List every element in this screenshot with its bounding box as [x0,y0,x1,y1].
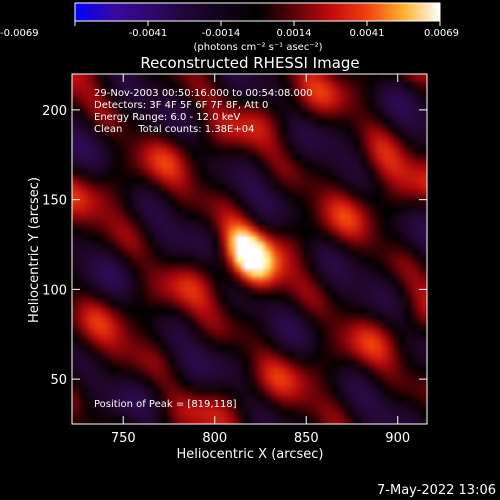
annotation-line: Detectors: 3F 4F 5F 6F 7F 8F, Att 0 [94,100,268,111]
colorbar-unit-label: (photons cm⁻² s⁻¹ asec⁻²) [193,42,322,53]
peak-position-label: Position of Peak = [819,118] [94,399,237,410]
colorbar-tick-label: 0.0014 [277,28,312,39]
y-tick-label: 100 [42,283,67,298]
x-tick-label: 800 [202,431,227,446]
annotation-line: Energy Range: 6.0 - 12.0 keV [94,112,240,123]
colorbar-tick-label: -0.0041 [129,28,168,39]
y-tick-label: 200 [42,104,67,119]
x-tick-label: 750 [111,431,136,446]
colorbar-strip [74,2,441,22]
y-tick-label: 50 [50,373,67,388]
image-plot [72,74,427,424]
x-axis-title: Heliocentric X (arcsec) [177,447,324,462]
colorbar-tick-label: -0.0014 [202,28,241,39]
plot-frame [71,73,428,425]
timestamp: 7-May-2022 13:06 [377,483,496,498]
y-tick-label: 150 [42,194,67,209]
x-tick-label: 900 [385,431,410,446]
axis-ticks: 750 800 850 900 50 100 150 200 [42,74,427,446]
x-tick-label: 850 [294,431,319,446]
colorbar: -0.0069 -0.0041 -0.0014 0.0014 0.0041 0.0069 … [0,2,459,53]
annotation-line: 29-Nov-2003 00:50:16.000 to 00:54:08.000 [94,88,313,99]
colorbar-tick-label: 0.0069 [424,28,459,39]
chart-title: Reconstructed RHESSI Image [140,54,359,72]
y-axis-title: Heliocentric Y (arcsec) [27,177,42,323]
colorbar-ticks: -0.0069 -0.0041 -0.0014 0.0014 0.0041 0.0069 [0,21,459,39]
colorbar-tick-label: -0.0069 [0,28,39,39]
annotation-line: Clean Total counts: 1.38E+04 [94,124,254,135]
annotation-block: 29-Nov-2003 00:50:16.000 to 00:54:08.000… [94,88,313,135]
colorbar-tick-label: 0.0041 [350,28,385,39]
heatmap-image [72,74,427,424]
